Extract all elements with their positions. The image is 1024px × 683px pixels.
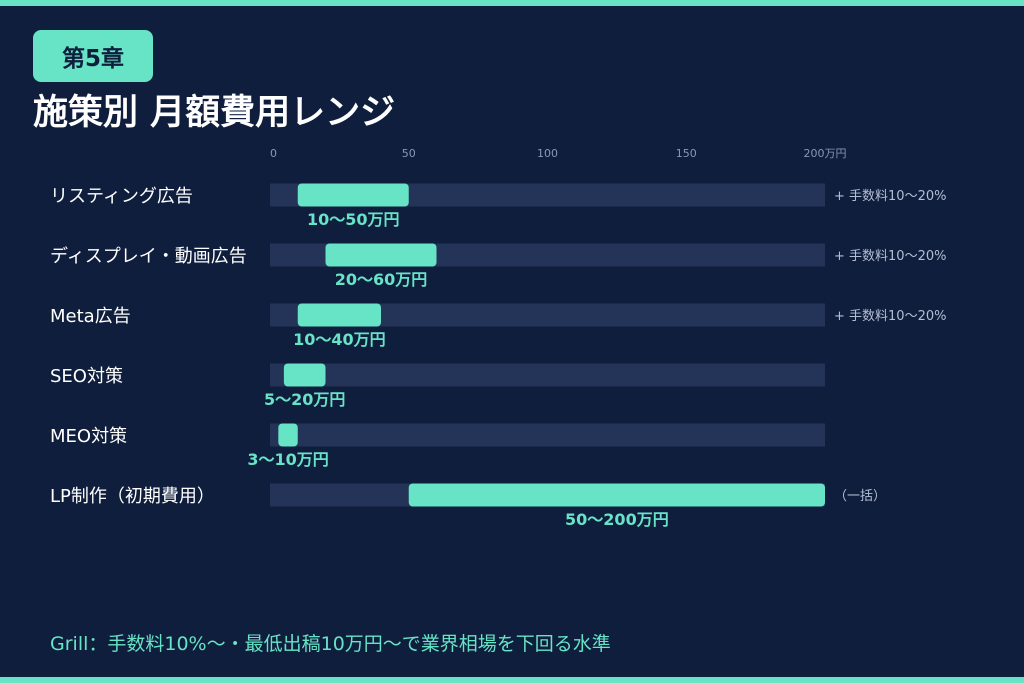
range-value-label: 5〜20万円	[264, 390, 345, 409]
x-tick-label: 200万円	[804, 147, 847, 160]
category-label: Meta広告	[50, 306, 131, 327]
x-tick-label: 50	[402, 147, 416, 160]
x-tick-label: 150	[676, 147, 697, 160]
top-accent-bar	[0, 0, 1024, 6]
range-value-label: 10〜40万円	[293, 330, 386, 349]
range-value-label: 10〜50万円	[307, 210, 400, 229]
bar-note: + 手数料10〜20%	[834, 189, 946, 204]
category-label: LP制作（初期費用）	[50, 486, 215, 507]
bar-track	[270, 303, 825, 327]
category-label: リスティング広告	[50, 186, 193, 207]
footer-note: Grill：手数料10%〜・最低出稿10万円〜で業界相場を下回る水準	[50, 633, 611, 655]
range-bar	[278, 423, 298, 447]
x-tick-label: 100	[537, 147, 558, 160]
range-bar	[283, 363, 326, 387]
category-label: ディスプレイ・動画広告	[50, 246, 247, 267]
bottom-accent-bar	[0, 677, 1024, 683]
range-value-label: 50〜200万円	[565, 510, 669, 529]
category-label: SEO対策	[50, 366, 123, 387]
range-bar	[408, 483, 825, 507]
range-bar	[297, 183, 409, 207]
range-bar	[325, 243, 437, 267]
page-title: 施策別 月額費用レンジ	[33, 93, 396, 133]
bar-track	[270, 423, 825, 447]
range-value-label: 3〜10万円	[247, 450, 328, 469]
range-value-label: 20〜60万円	[335, 270, 428, 289]
x-tick-label: 0	[270, 147, 277, 160]
range-bar	[297, 303, 381, 327]
bar-track	[270, 363, 825, 387]
category-label: MEO対策	[50, 426, 127, 447]
bar-note: + 手数料10〜20%	[834, 309, 946, 324]
bar-note: + 手数料10〜20%	[834, 249, 946, 264]
chapter-badge: 第5章	[33, 30, 153, 82]
bar-note: （一括）	[834, 489, 886, 504]
